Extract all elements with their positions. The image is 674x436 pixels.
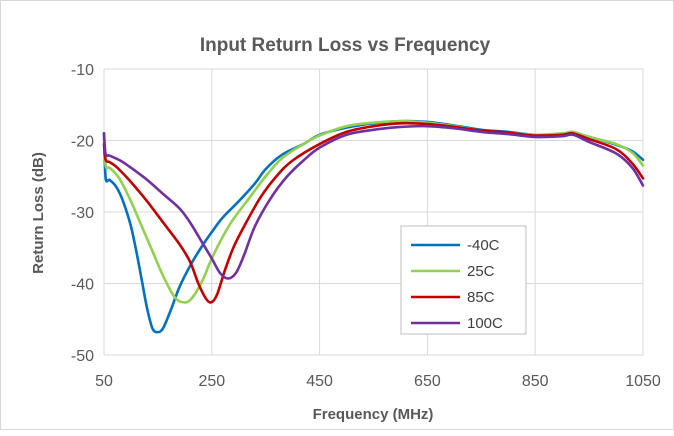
x-tick-label: 450: [306, 373, 333, 390]
x-tick-label: 50: [95, 373, 113, 390]
x-tick-label: 850: [522, 373, 549, 390]
y-axis-label: Return Loss (dB): [30, 152, 47, 274]
series-line-100C: [102, 124, 645, 280]
legend-label: -40C: [467, 237, 500, 254]
y-tick-label: -30: [71, 205, 94, 222]
x-axis-label: Frequency (MHz): [313, 406, 434, 423]
legend-label: 25C: [467, 263, 495, 280]
x-tick-label: 1050: [625, 373, 661, 390]
series-line-85C: [102, 121, 645, 304]
y-tick-label: -40: [71, 277, 94, 294]
x-tick-label: 650: [414, 373, 441, 390]
grid-lines: [103, 68, 644, 356]
x-tick-label: 250: [198, 373, 225, 390]
y-tick-label: -20: [71, 134, 94, 151]
chart-title: Input Return Loss vs Frequency: [200, 35, 491, 56]
legend-label: 100C: [467, 315, 503, 332]
legend-label: 85C: [467, 289, 495, 306]
legend: -40C 25C 85C 100C: [400, 225, 527, 335]
legend-box: [400, 225, 527, 335]
series-lines: [102, 119, 645, 334]
series-line--40C: [102, 119, 645, 334]
y-tick-label: -10: [71, 62, 94, 79]
y-tick-label: -50: [71, 348, 94, 365]
